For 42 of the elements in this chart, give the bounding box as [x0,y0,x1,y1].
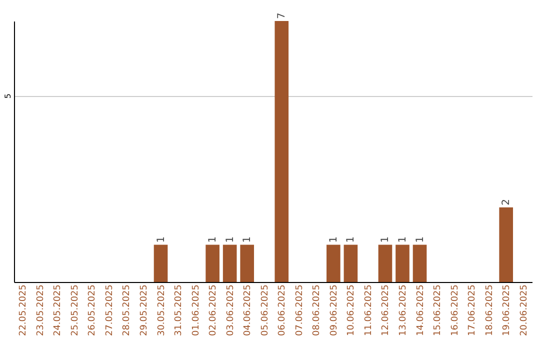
x-tick-label: 13.06.2025 [398,284,408,336]
x-tick-label: 01.06.2025 [191,284,202,336]
x-tick-label: 06.06.2025 [278,284,288,336]
x-tick-label: 17.06.2025 [468,284,478,336]
x-tick-label: 28.05.2025 [122,284,132,336]
x-tick-label: 29.05.2025 [140,284,150,336]
data-label: 1 [346,236,357,243]
data-label: 1 [414,236,426,243]
x-tick-label: 05.06.2025 [260,284,270,336]
x-tick-label: 27.05.2025 [104,284,115,336]
y-tick-label: 5 [4,94,12,99]
x-tick-label: 16.06.2025 [450,284,460,336]
x-tick-label: 12.06.2025 [381,284,392,336]
x-tick-label: 08.06.2025 [312,284,322,336]
x-tick-label: 09.06.2025 [329,284,340,336]
x-tick-label: 20.06.2025 [519,284,530,336]
data-label: 1 [398,236,408,243]
x-tick-label: 14.06.2025 [416,284,426,336]
data-label: 7 [276,12,288,19]
data-label: 2 [501,199,512,206]
x-tick-label: 02.06.2025 [208,284,219,336]
x-tick-label: 15.06.2025 [433,284,444,336]
x-tick-label: 24.05.2025 [53,284,64,336]
x-tick-label: 11.06.2025 [364,284,374,336]
data-label: 1 [328,236,340,243]
x-tick-label: 30.05.2025 [156,284,167,336]
data-label: 1 [208,236,219,243]
data-label: 1 [156,236,167,243]
x-tick-label: 26.05.2025 [88,284,98,336]
data-label: 1 [380,236,392,243]
x-tick-label: 07.06.2025 [294,284,305,336]
data-label: 1 [224,236,236,243]
x-tick-label: 18.06.2025 [484,284,495,336]
x-tick-label: 31.05.2025 [174,284,184,336]
x-tick-label: 25.05.2025 [70,284,80,336]
x-tick-label: 03.06.2025 [226,284,236,336]
x-tick-label: 04.06.2025 [243,284,254,336]
x-tick-label: 22.05.2025 [18,284,29,336]
x-tick-label: 19.06.2025 [502,284,512,336]
x-tick-label: 10.06.2025 [346,284,357,336]
data-label: 1 [242,236,254,243]
x-tick-label: 23.05.2025 [36,284,46,336]
